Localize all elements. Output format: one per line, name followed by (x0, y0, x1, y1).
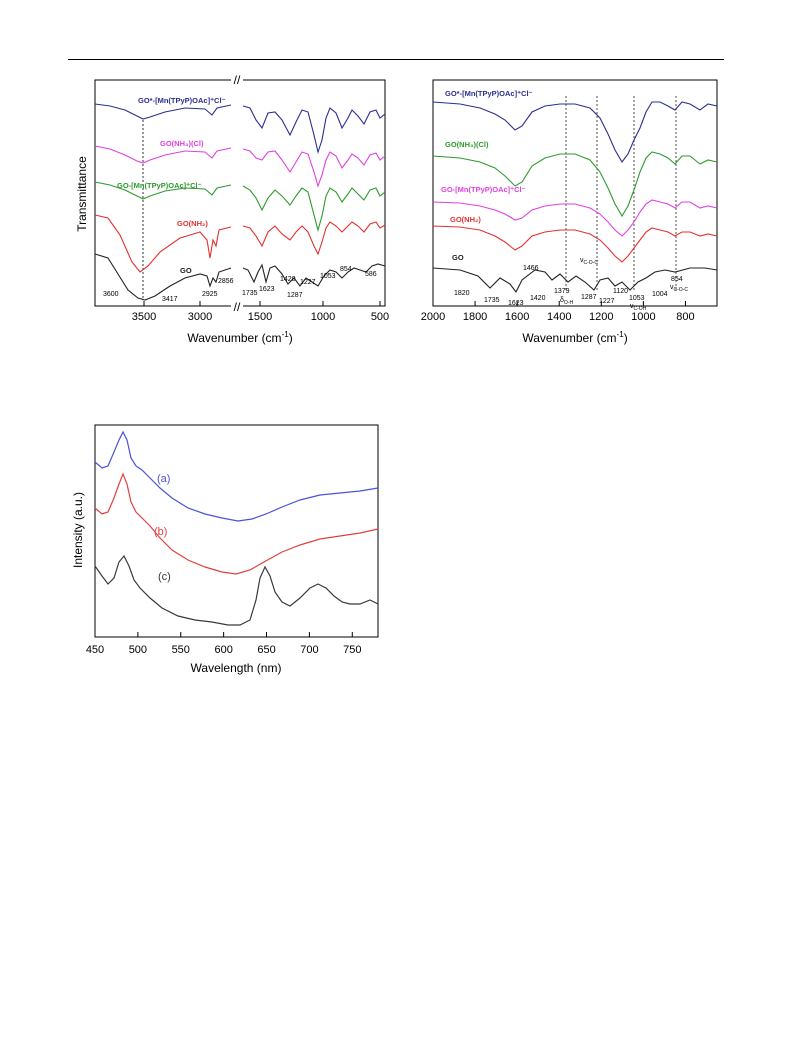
peak-label: 3600 (103, 291, 119, 298)
series-line-go-mn (432, 199, 718, 237)
peak-label: 1053 (629, 295, 645, 302)
axis-break-mask-top (231, 74, 243, 86)
peak-label: 3417 (162, 296, 178, 303)
peak-label: νC-OH (630, 303, 647, 312)
series-line-go-nh2 (432, 225, 718, 263)
tick-label: 1600 (505, 311, 529, 323)
tick-label: 1800 (463, 311, 487, 323)
tick-label: 700 (300, 644, 318, 656)
plot-frame (94, 424, 379, 638)
peak-label: 2856 (218, 278, 234, 285)
series-line-go (94, 253, 386, 301)
peak-label: 586 (365, 271, 377, 278)
peak-label: 1227 (599, 298, 615, 305)
tick-label: 1500 (248, 311, 272, 323)
peak-label: 1420 (530, 295, 546, 302)
series-line-a (94, 430, 379, 522)
peak-label: 1623 (508, 300, 524, 307)
series-line-go-mn-star (94, 103, 386, 155)
tick-label: 500 (371, 311, 389, 323)
peak-label: 1227 (300, 279, 316, 286)
tick-label: 1200 (589, 311, 613, 323)
tick-label: 550 (172, 644, 190, 656)
series-label: GO*-[Mn(TPyP)OAc]⁺Cl⁻ (445, 89, 533, 98)
x-axis-label: Wavenumber (cm-1) (522, 330, 627, 345)
series-label: GO (452, 253, 464, 262)
peak-label: 1379 (554, 288, 570, 295)
series-label: GO-[Mn(TPyP)OAc]⁺Cl⁻ (441, 185, 526, 194)
x-axis-label: Wavelength (nm) (191, 661, 282, 675)
tick-label: 1400 (547, 311, 571, 323)
series-label: (c) (158, 571, 171, 583)
series-label: (a) (157, 473, 170, 485)
series-line-b (94, 472, 379, 575)
peak-label: 1287 (581, 294, 597, 301)
x-ticks (143, 301, 381, 306)
axis-break-bottom: // (234, 300, 241, 314)
x-axis-label: Wavenumber (cm-1) (187, 330, 292, 345)
series-label: GO(NH₂) (177, 219, 208, 228)
page-header-rule (68, 59, 724, 60)
series-line-c (94, 554, 379, 626)
y-axis-label: Intensity (a.u.) (71, 492, 85, 568)
tick-label: 2000 (421, 311, 445, 323)
x-ticks (432, 301, 686, 306)
peak-label: 1120 (613, 288, 628, 295)
peak-label: νC-O-C (670, 284, 688, 293)
emission-chart: 450 500 550 600 650 700 750 Wavelength (… (71, 424, 379, 675)
series-line-go (432, 267, 718, 294)
series-label: GO-[Mn(TPyP)OAc]⁺Cl⁻ (117, 181, 202, 190)
peak-label: 1820 (454, 290, 470, 297)
ftir-chart-right: 2000 1800 1600 1400 1200 1000 800 Wavenu… (421, 79, 718, 345)
peak-label: δO-H (560, 297, 573, 306)
series-line-go-nh3-cl (94, 145, 386, 188)
peak-label: 854 (340, 266, 352, 273)
tick-label: 500 (129, 644, 147, 656)
peak-label: 1420 (280, 276, 296, 283)
series-label: GO(NH₃)(Cl) (445, 140, 489, 149)
tick-label: 800 (676, 311, 694, 323)
peak-label: 1735 (242, 290, 258, 297)
x-ticks (94, 632, 353, 637)
peak-label: 854 (671, 276, 683, 283)
tick-label: 450 (86, 644, 104, 656)
series-label: GO(NH₃)(Cl) (160, 139, 204, 148)
peak-label: 1004 (652, 291, 668, 298)
series-label: (b) (154, 526, 167, 538)
peak-label: 1623 (259, 286, 275, 293)
peak-label: 1735 (484, 297, 500, 304)
tick-label: 3000 (188, 311, 212, 323)
peak-label: 1287 (287, 292, 303, 299)
peak-label: νC-O-C (580, 257, 598, 266)
tick-label: 750 (343, 644, 361, 656)
series-label: GO (180, 266, 192, 275)
peak-label: 2925 (202, 291, 218, 298)
tick-label: 600 (214, 644, 232, 656)
tick-label: 1000 (311, 311, 335, 323)
tick-label: 3500 (132, 311, 156, 323)
tick-label: 650 (257, 644, 275, 656)
series-label: GO(NH₂) (450, 215, 481, 224)
peak-label: 1466 (523, 265, 539, 272)
ftir-chart-left: // // 3500 3000 1500 1000 500 Wavenumber… (75, 73, 389, 345)
series-line-go-nh3-cl (432, 151, 718, 218)
axis-break-mask-bottom (231, 300, 243, 312)
series-line-go-nh2 (94, 214, 386, 273)
plot-frame (432, 79, 718, 307)
axis-break-top: // (234, 73, 241, 87)
tick-label: 1000 (631, 311, 655, 323)
peak-label: 1053 (320, 273, 336, 280)
series-line-go-mn (94, 181, 386, 233)
series-label: GO*-[Mn(TPyP)OAc]⁺Cl⁻ (138, 96, 226, 105)
series-line-go-mn-star (432, 101, 718, 163)
y-axis-label: Transmittance (75, 156, 89, 232)
